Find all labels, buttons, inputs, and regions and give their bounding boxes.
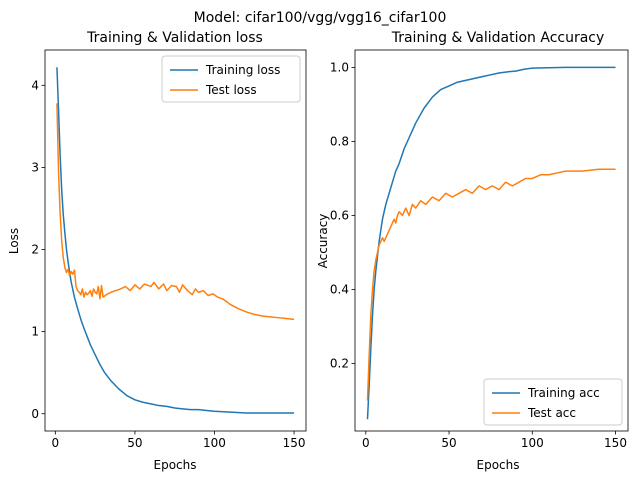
accuracy-legend: Training acc Test acc [483, 378, 623, 426]
accuracy-legend-label-test: Test acc [527, 406, 576, 420]
loss-x-tick-label: 150 [283, 436, 306, 450]
loss-legend-label-training: Training loss [205, 63, 280, 77]
loss-axes-frame [44, 49, 307, 432]
loss-y-tick-label: 4 [31, 78, 39, 92]
loss-series-line-training [56, 67, 295, 414]
loss-y-tick-label: 0 [31, 407, 39, 421]
accuracy-x-axis-label: Epochs [477, 458, 520, 472]
accuracy-chart-title: Training & Validation Accuracy [391, 30, 605, 46]
accuracy-axes-frame [354, 49, 629, 432]
loss-chart-panel: Training & Validation loss 0 50 100 150 0 1 2 3… [7, 30, 307, 472]
loss-y-tick-label: 1 [31, 325, 39, 339]
accuracy-y-axis-label: Accuracy [316, 214, 330, 269]
accuracy-y-tick-label: 1.0 [330, 60, 349, 74]
accuracy-x-tick-label: 0 [362, 436, 370, 450]
loss-x-axis-label: Epochs [154, 458, 197, 472]
loss-plot-area: 0 50 100 150 0 1 2 3 4 Training loss Test loss [31, 49, 307, 450]
accuracy-y-tick-label: 0.6 [330, 209, 349, 223]
accuracy-legend-label-training: Training acc [527, 386, 600, 400]
figure-suptitle: Model: cifar100/vgg/vgg16_cifar100 [194, 10, 447, 26]
accuracy-series-line-training [366, 66, 616, 420]
accuracy-y-tick-label: 0.8 [330, 134, 349, 148]
accuracy-x-tick-label: 100 [521, 436, 544, 450]
loss-x-tick-label: 0 [52, 436, 60, 450]
accuracy-chart-panel: Training & Validation Accuracy 0 50 100 150… [316, 30, 629, 472]
loss-legend-label-test: Test loss [205, 83, 257, 97]
accuracy-y-tick-label: 0.4 [330, 283, 349, 297]
loss-x-tick-label: 50 [127, 436, 142, 450]
accuracy-y-tick-label: 0.2 [330, 357, 349, 371]
loss-y-axis-label: Loss [7, 228, 21, 254]
loss-chart-title: Training & Validation loss [86, 30, 263, 46]
accuracy-series-line-test [366, 168, 616, 401]
loss-legend: Training loss Test loss [161, 55, 301, 103]
accuracy-plot-area: 0 50 100 150 0.2 0.4 0.6 0.8 1.0 Training acc Test… [330, 49, 629, 450]
accuracy-x-tick-label: 150 [604, 436, 627, 450]
loss-series-line-test [56, 103, 295, 321]
accuracy-x-tick-label: 50 [441, 436, 456, 450]
loss-y-tick-label: 2 [31, 243, 39, 257]
loss-x-tick-label: 100 [203, 436, 226, 450]
loss-y-tick-label: 3 [31, 160, 39, 174]
